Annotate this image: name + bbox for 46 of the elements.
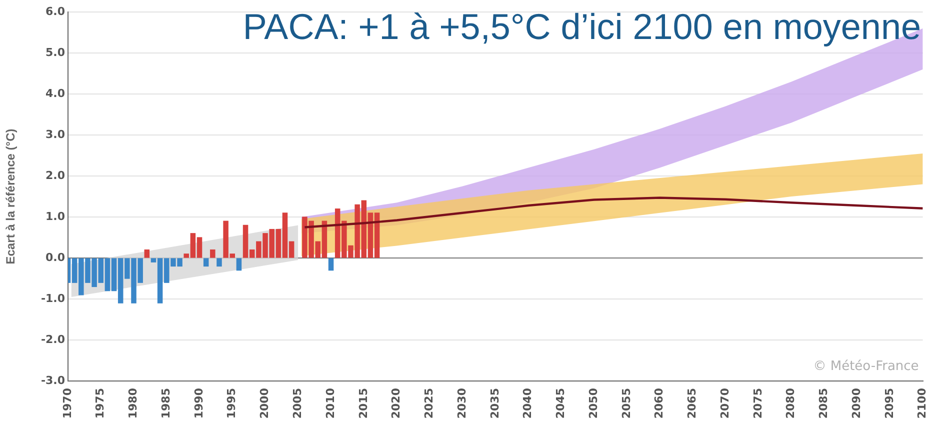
x-tick-label: 1980	[126, 388, 140, 419]
x-tick-label: 1970	[60, 388, 74, 419]
x-tick-label: 2060	[652, 388, 666, 419]
y-axis-title: Ecart à la référence (°C)	[4, 128, 18, 264]
y-tick-label: 5.0	[46, 46, 66, 59]
bar	[328, 258, 334, 271]
bar	[236, 258, 242, 271]
x-tick-label: 2055	[620, 388, 633, 419]
bar	[210, 249, 216, 258]
bar	[144, 249, 150, 258]
x-tick-label: 2100	[916, 388, 929, 419]
x-tick-label: 1990	[192, 388, 206, 419]
y-tick-label: 3.0	[46, 128, 66, 141]
x-tick-label: 2035	[488, 388, 502, 419]
x-tick-label: 2075	[751, 388, 764, 419]
y-tick-label: 2.0	[46, 168, 66, 182]
x-tick-label: 2080	[784, 388, 798, 419]
x-tick-label: 2000	[258, 388, 272, 419]
x-tick-label: 2045	[554, 388, 568, 419]
x-tick-label: 2065	[686, 388, 699, 419]
x-tick-label: 2070	[718, 388, 732, 419]
y-tick-label: 6.0	[46, 4, 66, 18]
x-tick-label: 2020	[390, 388, 403, 419]
x-tick-label: 2095	[882, 388, 896, 419]
x-tick-label: 2010	[324, 388, 337, 419]
y-tick-label: -3.0	[40, 374, 66, 387]
x-tick-label: 2040	[521, 388, 534, 419]
x-tick-label: 2085	[817, 388, 830, 419]
x-tick-label: 2005	[291, 388, 304, 419]
x-tick-label: 1975	[94, 388, 107, 419]
y-tick-label: -1.0	[40, 292, 66, 305]
y-tick-label: 0.0	[46, 250, 66, 264]
bar	[203, 258, 209, 267]
x-tick-label: 2090	[850, 388, 863, 419]
bar	[216, 258, 222, 267]
x-tick-label: 2030	[455, 388, 468, 419]
x-tick-label: 1985	[159, 388, 172, 419]
y-tick-label: -2.0	[40, 332, 66, 346]
x-tick-label: 2025	[422, 388, 436, 419]
x-tick-label: 2050	[586, 388, 600, 419]
y-tick-label: 1.0	[46, 210, 66, 223]
y-tick-label: 4.0	[46, 86, 66, 100]
x-tick-label: 1995	[225, 388, 238, 419]
annotation: © Météo-France	[813, 358, 919, 374]
x-tick-label: 2015	[356, 388, 370, 419]
chart-title: PACA: +1 à +5,5°C d’ici 2100 en moyenne	[242, 6, 921, 48]
